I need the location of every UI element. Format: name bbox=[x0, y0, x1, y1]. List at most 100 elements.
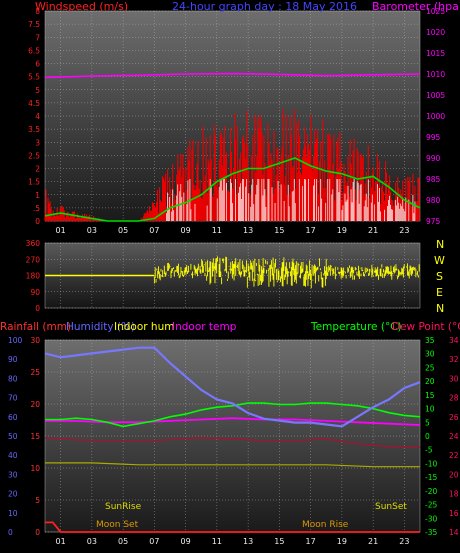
dew-y-tick-28: 28 bbox=[449, 394, 459, 403]
hum-y-tick-100: 100 bbox=[8, 336, 23, 345]
dew-point-line bbox=[44, 437, 421, 449]
rainfall-line bbox=[45, 521, 420, 533]
hum-y-tick-50: 50 bbox=[8, 432, 18, 441]
temp-y-tick--25: -25 bbox=[425, 501, 437, 510]
temp-x-tick-19: 19 bbox=[337, 537, 347, 546]
temp-x-tick-23: 23 bbox=[399, 537, 409, 546]
wind-x-tick-07: 07 bbox=[149, 226, 159, 235]
barometer-line bbox=[44, 72, 421, 79]
rainfall-title: Rainfall (mm) bbox=[0, 321, 71, 333]
temp-y-tick-15: 15 bbox=[425, 391, 435, 400]
hum-y-tick-90: 90 bbox=[8, 355, 18, 364]
temp-y-tick--30: -30 bbox=[425, 514, 437, 523]
temp-x-tick-01: 01 bbox=[56, 537, 66, 546]
compass-n-bottom: N bbox=[436, 302, 444, 315]
dir-y-tick-90: 90 bbox=[30, 288, 40, 297]
wind-y-tick-8: 4 bbox=[35, 112, 40, 121]
baro-y-tick-980: 980 bbox=[426, 196, 441, 205]
baro-y-tick-1005: 1005 bbox=[426, 91, 445, 100]
wind-y-tick-5: 2.5 bbox=[28, 151, 40, 160]
indoor-temp-title: Indoor temp bbox=[172, 321, 237, 333]
temp-y-tick--35: -35 bbox=[425, 528, 437, 537]
temp-x-tick-03: 03 bbox=[87, 537, 97, 546]
rain-y-tick-5: 5 bbox=[35, 496, 40, 505]
wind-y-tick-3: 1.5 bbox=[28, 178, 40, 187]
wind-y-tick-16: 8 bbox=[35, 7, 40, 16]
humidity-line bbox=[44, 346, 421, 428]
hum-y-tick-70: 70 bbox=[8, 394, 18, 403]
wind-y-tick-7: 3.5 bbox=[28, 125, 40, 134]
rain-y-tick-25: 25 bbox=[30, 368, 40, 377]
baro-y-tick-1000: 1000 bbox=[426, 112, 445, 121]
rain-y-tick-30: 30 bbox=[30, 336, 40, 345]
wind-y-tick-1: .5 bbox=[33, 204, 40, 213]
wind-x-tick-19: 19 bbox=[337, 226, 347, 235]
wind-y-tick-14: 7 bbox=[35, 33, 40, 42]
wind-y-tick-0: 0 bbox=[35, 217, 40, 226]
rain-y-tick-0: 0 bbox=[35, 528, 40, 537]
wind-y-tick-12: 6 bbox=[35, 60, 40, 69]
wind-x-tick-21: 21 bbox=[368, 226, 378, 235]
moonrise-label: Moon Rise bbox=[302, 520, 349, 530]
hum-y-tick-60: 60 bbox=[8, 413, 18, 422]
baro-y-tick-995: 995 bbox=[426, 133, 441, 142]
temp-y-tick--5: -5 bbox=[425, 446, 433, 455]
hum-y-tick-0: 0 bbox=[8, 528, 13, 537]
dir-y-tick-360: 360 bbox=[26, 239, 41, 248]
temp-y-tick-0: 0 bbox=[425, 432, 430, 441]
baro-y-ticks: 975 980 985 990 995 1000 1005 1010 1015 1020 1025 bbox=[426, 7, 445, 226]
wind-y-tick-9: 4.5 bbox=[28, 99, 40, 108]
barometer-title: Barometer (hpa) bbox=[372, 0, 460, 13]
baro-y-tick-1015: 1015 bbox=[426, 49, 445, 58]
wind-y-tick-6: 3 bbox=[35, 138, 40, 147]
wind-x-tick-11: 11 bbox=[212, 226, 222, 235]
temp-y-tick-10: 10 bbox=[425, 405, 435, 414]
wind-x-tick-01: 01 bbox=[56, 226, 66, 235]
dew-y-tick-34: 34 bbox=[449, 336, 459, 345]
hum-y-tick-20: 20 bbox=[8, 490, 18, 499]
dir-y-tick-180: 180 bbox=[26, 272, 41, 281]
dew-y-tick-26: 26 bbox=[449, 413, 459, 422]
temperature-title: Temperature (°C) bbox=[310, 321, 402, 333]
temp-y-tick-5: 5 bbox=[425, 418, 430, 427]
baro-y-tick-975: 975 bbox=[426, 217, 441, 226]
compass-w: W bbox=[434, 254, 445, 267]
hum-y-tick-30: 30 bbox=[8, 470, 18, 479]
temp-y-tick--10: -10 bbox=[425, 459, 437, 468]
temp-y-tick-25: 25 bbox=[425, 363, 435, 372]
rain-y-ticks: 0 5 10 15 20 25 30 bbox=[30, 336, 40, 537]
temp-series bbox=[44, 346, 421, 533]
temp-x-tick-11: 11 bbox=[212, 537, 222, 546]
hum-y-tick-40: 40 bbox=[8, 451, 18, 460]
temp-y-tick-35: 35 bbox=[425, 336, 435, 345]
dew-point-title: Dew Point (°C) bbox=[392, 321, 460, 333]
dew-y-tick-14: 14 bbox=[449, 528, 459, 537]
temp-x-tick-07: 07 bbox=[149, 537, 159, 546]
dew-y-tick-30: 30 bbox=[449, 374, 459, 383]
temp-x-tick-09: 09 bbox=[181, 537, 191, 546]
dew-y-tick-18: 18 bbox=[449, 490, 459, 499]
humidity-title: Humidity (%) bbox=[66, 321, 135, 333]
dew-y-tick-16: 16 bbox=[449, 509, 459, 518]
wind-x-tick-23: 23 bbox=[399, 226, 409, 235]
wind-y-tick-13: 6.5 bbox=[28, 46, 40, 55]
moonset-label: Moon Set bbox=[96, 520, 139, 530]
baro-y-tick-1025: 1025 bbox=[426, 7, 445, 16]
wind-average-line bbox=[44, 157, 421, 222]
wind-x-tick-15: 15 bbox=[274, 226, 284, 235]
rain-y-tick-15: 15 bbox=[30, 432, 40, 441]
dew-y-ticks: 14 16 18 20 22 24 26 28 30 32 34 bbox=[449, 336, 459, 537]
temp-y-ticks: -35 -30 -25 -20 -15 -10 -5 0 5 10 15 20 25 30 35 bbox=[425, 336, 437, 537]
indoor-hum-title: Indoor hum bbox=[114, 321, 174, 333]
wind-series bbox=[44, 72, 421, 222]
temp-x-tick-05: 05 bbox=[118, 537, 128, 546]
compass-e: E bbox=[436, 286, 443, 299]
humidity-y-ticks: 0 10 20 30 40 50 60 70 80 90 100 bbox=[8, 336, 23, 537]
compass-n-top: N bbox=[436, 238, 444, 251]
temp-y-tick-30: 30 bbox=[425, 350, 435, 359]
baro-y-tick-1020: 1020 bbox=[426, 28, 445, 37]
temp-y-tick--15: -15 bbox=[425, 473, 437, 482]
direction-grid bbox=[45, 242, 420, 309]
baro-y-tick-1010: 1010 bbox=[426, 70, 445, 79]
